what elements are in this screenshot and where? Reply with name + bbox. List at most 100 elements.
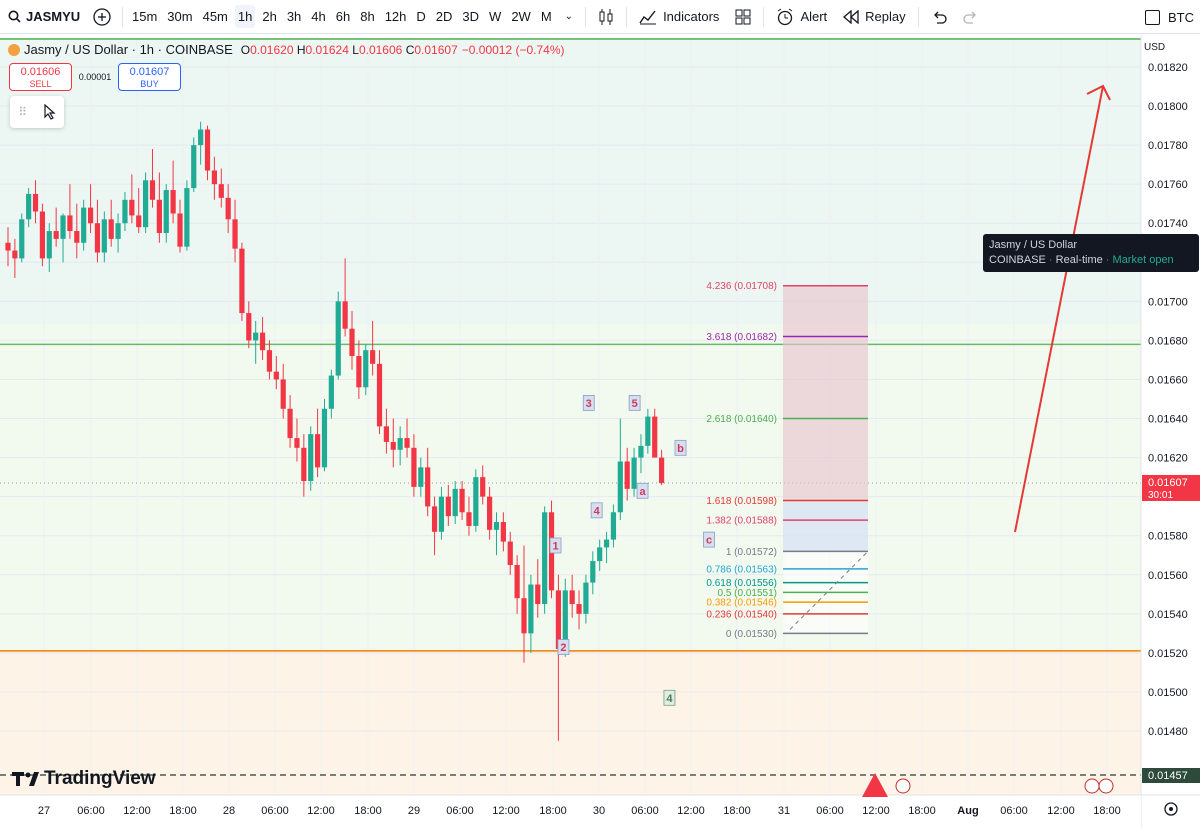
wave-label-3[interactable]: 3 (582, 395, 595, 411)
price-tick-label: 0.01740 (1148, 218, 1188, 230)
candle (204, 125, 211, 181)
trend-arrow[interactable] (1014, 84, 1111, 533)
timeframe-W[interactable]: W (489, 9, 502, 24)
us-flag-icon[interactable] (895, 778, 911, 794)
fib-extension[interactable]: 4.236 (0.01708) 3.618 (0.01682) 2.618 (0.0… (706, 281, 869, 640)
candle (253, 320, 259, 364)
redo-button[interactable] (955, 10, 987, 24)
wave-label-2[interactable]: 2 (557, 639, 570, 655)
time-tick-label: 06:00 (77, 805, 105, 817)
price-tick-label: 0.01820 (1148, 62, 1188, 74)
wave-label-4[interactable]: 4 (590, 502, 603, 519)
candle (177, 199, 183, 253)
compare-symbol-label[interactable]: BTC (1168, 9, 1194, 25)
compare-add-button[interactable] (86, 7, 118, 26)
indicators-button[interactable]: Indicators (631, 9, 727, 25)
drag-handle-icon[interactable]: ⠿ (18, 105, 28, 119)
wave-label-b[interactable]: b (674, 439, 687, 456)
us-flag-icon[interactable] (1098, 778, 1114, 794)
event-marker-icon[interactable] (862, 773, 888, 797)
settings-gear-icon[interactable] (1164, 802, 1178, 816)
high-value: 0.01624 (305, 42, 349, 57)
candle (473, 469, 479, 532)
price-tick-label: 0.01500 (1148, 687, 1188, 699)
timeframe-30m[interactable]: 30m (167, 9, 193, 24)
symbol-search[interactable]: JASMYU (0, 9, 86, 24)
timeframe-2h[interactable]: 2h (262, 9, 277, 24)
candle (535, 559, 541, 618)
wave-label-c[interactable]: c (703, 531, 715, 548)
compare-checkbox[interactable] (1145, 9, 1160, 25)
candle-body (459, 488, 465, 513)
replay-button[interactable]: Replay (835, 9, 913, 24)
cursor-arrow-icon[interactable] (44, 104, 56, 120)
candle (514, 555, 520, 614)
chevron-down-icon[interactable]: ⌄ (564, 11, 574, 22)
timeframe-8h[interactable]: 8h (360, 9, 375, 24)
wave-label-5[interactable]: 5 (628, 395, 641, 411)
drawing-toolbar[interactable]: ⠿ (10, 96, 64, 128)
candle (624, 447, 630, 501)
sell-button[interactable]: 0.01606 SELL (9, 63, 72, 91)
timeframe-4h[interactable]: 4h (311, 9, 326, 24)
watermark-text: TradingView (44, 768, 156, 789)
candle (67, 184, 73, 239)
candle-body (335, 301, 341, 376)
timeframe-D[interactable]: D (416, 9, 426, 24)
timeframe-45m[interactable]: 45m (202, 9, 228, 24)
undo-button[interactable] (923, 10, 955, 24)
wave-label-4[interactable]: 4 (663, 689, 676, 706)
candle (390, 418, 396, 468)
wave-label-a[interactable]: a (636, 482, 649, 499)
projection-arrow-line[interactable] (1014, 85, 1104, 533)
wave-label-box (557, 639, 570, 655)
candle (576, 590, 582, 630)
price-chart[interactable]: 4.236 (0.01708) 3.618 (0.01682) 2.618 (0.0… (0, 35, 1200, 829)
chart-legend: Jasmy / US Dollar · 1h · COINBASE O0.016… (8, 42, 565, 57)
candle-body (590, 561, 596, 583)
buy-button[interactable]: 0.01607 BUY (118, 63, 181, 91)
candle-body (583, 582, 589, 614)
candle-body (390, 441, 396, 450)
wave-labels[interactable]: 1 2 3 4 5 a b c 4 (549, 395, 715, 706)
timeframe-15m[interactable]: 15m (132, 9, 158, 24)
grid-icon (735, 9, 751, 24)
us-flag-icon[interactable] (1084, 778, 1100, 794)
wave-label-1[interactable]: 1 (549, 537, 562, 554)
candle-body (431, 506, 438, 532)
candle (26, 188, 32, 228)
tooltip-title: Jasmy / US Dollar (989, 239, 1078, 251)
price-tick-label: 0.01580 (1148, 531, 1188, 543)
timeframe-3D[interactable]: 3D (462, 9, 480, 24)
currency-selector[interactable]: USD (1144, 42, 1166, 53)
fib-level-label: 1.382 (0.01588) (706, 516, 777, 527)
timeframe-3h[interactable]: 3h (286, 9, 302, 24)
candle-body (122, 199, 128, 224)
candles-icon (599, 8, 613, 25)
timeframe-12h[interactable]: 12h (384, 9, 407, 24)
candle (259, 316, 266, 360)
time-tick-label: 18:00 (1093, 805, 1121, 817)
candle (87, 184, 94, 233)
candle (342, 258, 348, 337)
candle-body (136, 215, 142, 228)
chart-type-button[interactable] (590, 8, 622, 26)
timeframe-6h[interactable]: 6h (335, 9, 351, 24)
candle-body (239, 248, 245, 314)
wave-label-box (636, 482, 649, 499)
dashed-price-tag[interactable]: 0.01457 (1142, 768, 1200, 783)
timeframe-1h[interactable]: 1h (234, 5, 256, 28)
timeframe-2W[interactable]: 2W (511, 9, 531, 24)
candle-body (253, 332, 259, 341)
time-tick-label: 12:00 (677, 805, 705, 817)
open-value: 0.01620 (250, 42, 294, 57)
fib-level-label: 0 (0.01530) (726, 629, 777, 640)
tradingview-logo[interactable]: TradingView (12, 768, 156, 790)
timeframe-M[interactable]: M (540, 9, 552, 24)
toolbar-divider (585, 6, 587, 27)
timeframe-2D[interactable]: 2D (435, 9, 453, 24)
layouts-button[interactable] (727, 9, 759, 25)
alert-button[interactable]: Alert (768, 8, 835, 26)
plus-circle-icon (93, 7, 111, 26)
